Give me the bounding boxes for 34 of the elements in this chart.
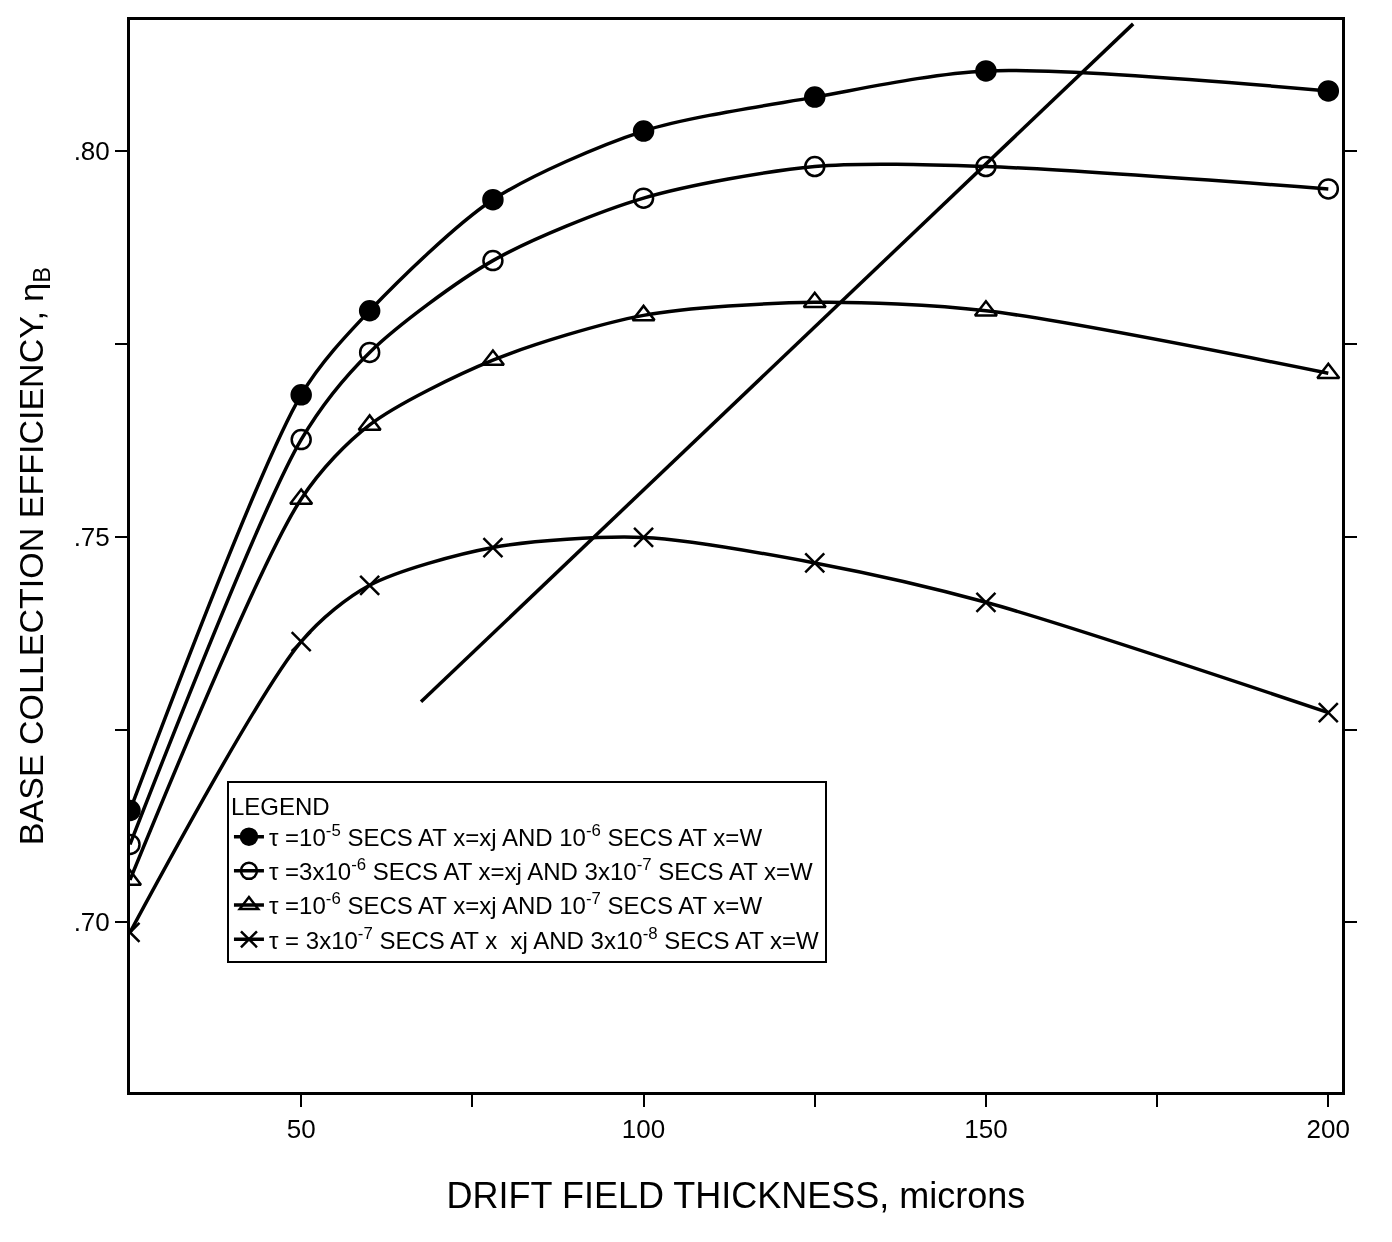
point [358, 341, 381, 364]
point [804, 552, 826, 574]
x-tick-label: 50 [286, 1114, 316, 1145]
point [804, 155, 826, 178]
point [290, 428, 312, 451]
point [290, 630, 312, 653]
point [358, 574, 381, 597]
y-tick-label: .80 [73, 136, 110, 167]
point [1317, 80, 1340, 102]
legend-label: τ = 3x10$^{-7}$ SECS AT x xj AND 3x10$^{-8}$ SECS AT x=W [268, 923, 820, 954]
point [482, 249, 504, 272]
legend-label: τ =10$^{-5}$ SECS AT x=xj AND 10$^{-6}$ SECS AT x=W [268, 820, 763, 852]
y-tick-label: .70 [73, 907, 110, 938]
x-tick-label: 150 [964, 1114, 1008, 1145]
point [975, 591, 997, 614]
point [358, 300, 381, 322]
legend-label: τ =10$^{-6}$ SECS AT x=xj AND 10$^{-7}$ SECS AT x=W [268, 889, 763, 920]
point [1317, 701, 1340, 724]
point [632, 187, 655, 209]
legend-title: LEGEND [230, 792, 330, 820]
x-tick-label: 100 [621, 1114, 666, 1145]
x-axis-title: DRIFT FIELD THICKNESS, microns [446, 1174, 1026, 1216]
point [975, 155, 997, 178]
point [290, 384, 312, 406]
y-tick-label: .75 [73, 521, 110, 552]
point [482, 536, 504, 559]
point [1317, 178, 1340, 200]
point [632, 120, 655, 142]
point [482, 188, 504, 211]
legend-label: τ =3x10$^{-6}$ SECS AT x=xj AND 3x10$^{-7}$ SECS AT x=W [268, 855, 814, 886]
point [975, 60, 997, 82]
point [804, 86, 826, 108]
point [632, 526, 655, 549]
x-tick-label: 200 [1306, 1114, 1351, 1145]
